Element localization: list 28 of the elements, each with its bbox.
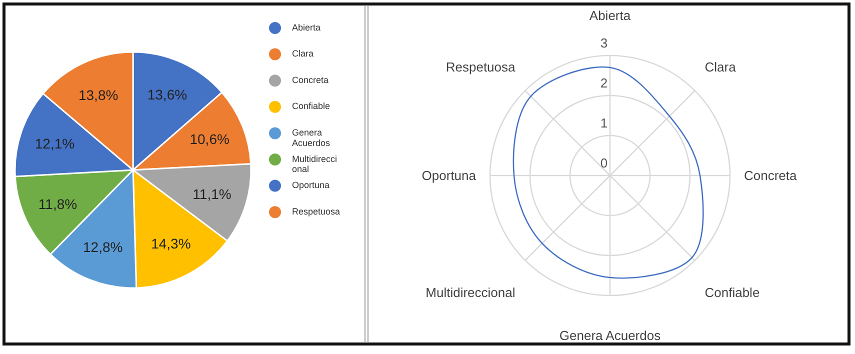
legend-label: Oportuna bbox=[292, 180, 330, 190]
legend-label: Concreta bbox=[292, 74, 329, 85]
legend-label: Clara bbox=[292, 48, 314, 59]
data-label: 12,1% bbox=[34, 136, 75, 152]
data-label: 11,1% bbox=[192, 186, 232, 202]
spoke-label: Abierta bbox=[589, 8, 632, 24]
legend-label: Abierta bbox=[292, 22, 321, 32]
y-tick-label: 2 bbox=[600, 76, 608, 90]
data-label: 10,6% bbox=[190, 130, 230, 147]
spoke-label: Oportuna bbox=[422, 168, 477, 184]
data-label: 14,3% bbox=[151, 235, 191, 252]
spoke-label: Clara bbox=[704, 59, 737, 74]
spoke-label: Concreta bbox=[744, 168, 798, 184]
legend-label: Respetuosa bbox=[292, 206, 340, 216]
spoke-label: Genera Acuerdos bbox=[559, 328, 662, 344]
legend-label: Genera Acuerdos bbox=[292, 128, 331, 148]
spoke-label: Multidireccional bbox=[426, 284, 516, 300]
y-tick-label: 0 bbox=[600, 156, 608, 170]
spoke-label: Confiable bbox=[704, 284, 760, 300]
data-label: 13,8% bbox=[78, 86, 118, 103]
y-tick-label: 3 bbox=[600, 36, 608, 50]
legend-label: Multidireccional bbox=[292, 154, 338, 174]
data-label: 11,8% bbox=[38, 196, 78, 212]
data-label: 13,6% bbox=[147, 86, 188, 103]
legend-label: Confiable bbox=[292, 101, 330, 112]
y-tick-label: 1 bbox=[600, 116, 608, 130]
data-label: 12,8% bbox=[83, 238, 123, 255]
spoke-label: Respetuosa bbox=[446, 59, 516, 74]
